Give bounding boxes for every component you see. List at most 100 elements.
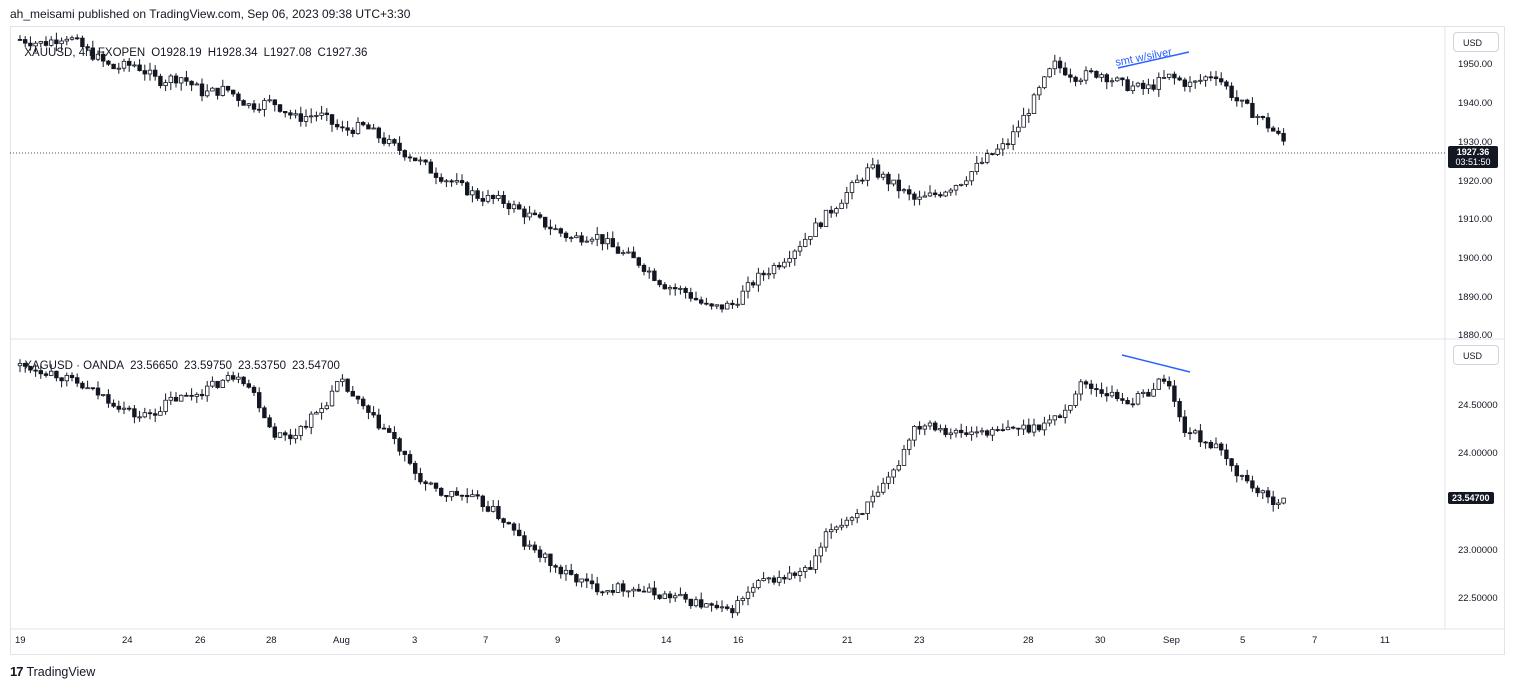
candle-bullish: [927, 422, 933, 427]
candle-bearish: [366, 124, 371, 130]
candle-bullish: [823, 531, 829, 548]
candle-bearish: [896, 179, 901, 192]
candle-bearish: [412, 157, 418, 162]
candle-bearish: [683, 593, 688, 600]
candle-bullish: [756, 580, 761, 589]
candle-bullish: [121, 407, 127, 410]
candle-bullish: [1031, 424, 1037, 433]
candle-bullish: [1011, 131, 1016, 145]
candle-bearish: [1250, 480, 1255, 489]
candle-bearish: [829, 209, 834, 214]
candle-bearish: [818, 222, 823, 227]
chart-frame: [10, 26, 1505, 655]
candle-bullish: [428, 482, 433, 485]
candle-bullish: [1260, 490, 1265, 494]
candle-bullish: [855, 179, 860, 184]
candle-bullish: [1193, 80, 1198, 83]
silver-tick: 24.50000: [1458, 400, 1498, 411]
candle-bullish: [719, 606, 725, 609]
candle-bullish: [953, 429, 959, 434]
candle-bullish: [704, 603, 709, 608]
candle-bullish: [334, 381, 340, 392]
tradingview-brand[interactable]: 17 TradingView: [10, 664, 95, 679]
candle-bearish: [751, 282, 756, 286]
candle-bullish: [1213, 443, 1219, 449]
candle-bullish: [1047, 419, 1052, 424]
candle-bearish: [537, 549, 543, 558]
candle-bearish: [496, 506, 501, 520]
candle-bullish: [142, 412, 147, 418]
candle-bullish: [667, 287, 673, 290]
candle-bearish: [1182, 416, 1187, 434]
candle-bearish: [433, 172, 439, 178]
candle-bearish: [43, 373, 49, 376]
candle-bearish: [1213, 76, 1219, 80]
candle-bearish: [1182, 79, 1187, 87]
candle-bearish: [543, 216, 548, 228]
silver-open: 23.56650: [130, 360, 179, 372]
candle-bullish: [589, 238, 595, 242]
candle-bearish: [1120, 77, 1125, 81]
candle-bearish: [28, 365, 33, 371]
candle-bearish: [699, 599, 704, 608]
silver-currency-button[interactable]: USD: [1453, 345, 1499, 365]
candle-bearish: [69, 375, 75, 379]
candle-bullish: [116, 67, 121, 70]
candle-bullish: [870, 164, 875, 169]
time-tick: 3: [412, 635, 418, 646]
candle-bearish: [173, 75, 179, 84]
candle-bearish: [610, 590, 615, 593]
candle-bullish: [875, 491, 881, 497]
candle-bullish: [927, 192, 933, 197]
candle-bullish: [740, 598, 745, 601]
candle-bearish: [714, 604, 719, 609]
candle-bearish: [995, 429, 1000, 431]
candle-bullish: [714, 304, 719, 307]
gold-last-price-tag: 1927.36 03:51:50: [1448, 146, 1498, 168]
candle-bearish: [761, 272, 766, 276]
candle-bearish: [1177, 401, 1182, 418]
candle-bullish: [985, 153, 990, 163]
candle-bullish: [896, 464, 901, 471]
candle-bullish: [355, 121, 361, 134]
time-tick: 9: [555, 635, 561, 646]
candle-bullish: [569, 237, 574, 240]
tradingview-wordmark: TradingView: [26, 664, 96, 679]
candle-bullish: [194, 393, 199, 397]
candle-bearish: [688, 292, 693, 299]
candle-bullish: [38, 41, 43, 44]
candle-bearish: [173, 396, 179, 402]
candle-bearish: [75, 37, 80, 40]
candle-bearish: [355, 395, 361, 400]
candle-bearish: [1000, 429, 1005, 432]
candle-bullish: [787, 258, 792, 263]
candle-bearish: [912, 193, 917, 200]
candle-bearish: [282, 111, 288, 114]
candle-bearish: [574, 574, 579, 583]
candle-bearish: [459, 180, 465, 184]
candle-bullish: [49, 370, 54, 376]
candle-bullish: [922, 425, 927, 430]
candle-bearish: [886, 173, 891, 185]
candle-bullish: [163, 82, 168, 87]
candle-bullish: [803, 238, 808, 247]
candle-bullish: [735, 600, 740, 614]
candle-bearish: [142, 70, 147, 75]
silver-close: 23.54700: [291, 360, 340, 372]
candle-bullish: [1083, 70, 1089, 81]
candle-bearish: [54, 39, 59, 45]
candle-bearish: [595, 583, 600, 593]
candle-bearish: [397, 438, 402, 452]
candle-bullish: [881, 173, 886, 178]
candle-bearish: [522, 208, 527, 218]
candle-bearish: [1229, 85, 1234, 98]
candle-bearish: [771, 577, 777, 583]
candle-bearish: [277, 104, 283, 112]
silver-high: 23.59750: [184, 360, 233, 372]
candle-bearish: [101, 53, 106, 62]
silver-tick: 22.50000: [1458, 593, 1498, 604]
gold-currency-button[interactable]: USD: [1453, 32, 1499, 52]
candle-bearish: [184, 77, 189, 82]
candle-bearish: [532, 544, 537, 551]
